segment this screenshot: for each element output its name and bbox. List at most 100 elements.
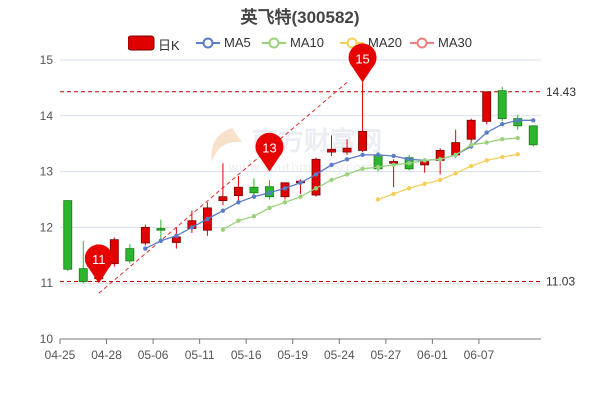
candle xyxy=(466,118,476,144)
ma-point xyxy=(236,218,241,223)
y-tick-label: 15 xyxy=(40,53,54,67)
candle-body xyxy=(218,196,228,202)
marker-pin: 15 xyxy=(348,43,377,83)
ma-point xyxy=(515,135,520,141)
ma-point xyxy=(313,186,319,191)
legend-swatch xyxy=(410,37,434,49)
x-tick-label: 05-19 xyxy=(277,348,308,362)
marker-pin: 13 xyxy=(255,132,284,172)
ma-point xyxy=(500,121,505,127)
y-tick-label: 12 xyxy=(40,220,54,234)
legend-swatch xyxy=(262,37,286,49)
ma-point xyxy=(468,163,474,169)
ma-point xyxy=(174,233,179,238)
ma-point xyxy=(267,205,272,211)
y-tick-label: 14 xyxy=(40,109,54,123)
reference-line-label: 14.43 xyxy=(546,85,576,99)
candle xyxy=(78,240,88,284)
ma-point xyxy=(313,172,319,177)
legend-label: 日K xyxy=(158,38,180,53)
grid-lines xyxy=(60,59,541,340)
ma-point xyxy=(360,166,365,172)
ma-point xyxy=(515,118,520,123)
candle-body xyxy=(125,248,135,262)
x-tick-label: 04-25 xyxy=(45,348,76,362)
candle xyxy=(327,135,336,156)
candle-body xyxy=(358,131,367,151)
candle-body xyxy=(528,125,538,146)
ma-point xyxy=(220,227,226,232)
legend-label: MA10 xyxy=(290,35,324,50)
ma-point xyxy=(437,177,443,183)
ma-point xyxy=(189,225,195,230)
candle xyxy=(482,91,492,125)
ma-series-ma20 xyxy=(375,152,520,202)
x-tick-label: 05-11 xyxy=(185,348,215,362)
ma-point xyxy=(406,157,412,162)
ma-point xyxy=(500,154,505,160)
ma-point xyxy=(484,140,489,145)
ma-point xyxy=(344,172,350,177)
marker-label: 13 xyxy=(262,141,276,156)
candle xyxy=(280,182,290,200)
ma-point xyxy=(282,200,288,205)
ma-line xyxy=(377,153,518,201)
candle-body xyxy=(327,148,336,153)
watermark-logo-icon xyxy=(211,128,242,162)
candle xyxy=(249,178,259,197)
candle xyxy=(171,227,181,249)
reference-line-label: 11.03 xyxy=(546,275,575,289)
ma-point xyxy=(453,152,458,158)
candle xyxy=(140,224,150,246)
ma-point xyxy=(437,157,443,162)
candle-body xyxy=(482,91,492,122)
ma-point xyxy=(205,216,210,222)
x-tick-label: 05-06 xyxy=(138,348,169,362)
candle-body xyxy=(140,226,150,244)
candle-body xyxy=(466,119,476,140)
y-tick-label: 11 xyxy=(41,276,54,290)
candle-body xyxy=(156,228,166,231)
candle xyxy=(218,163,228,206)
chart-legend: 日K MA5 MA10 MA20 MA30 xyxy=(0,33,600,53)
ma-point xyxy=(158,238,164,243)
marker-label: 11 xyxy=(92,252,106,267)
chart-title: 英飞特(300582) xyxy=(240,8,360,27)
ma-point xyxy=(344,157,350,162)
ma-point xyxy=(468,142,474,148)
ma-line xyxy=(222,137,518,231)
ma-point xyxy=(515,152,520,157)
candle xyxy=(528,125,538,147)
ma-point xyxy=(329,177,334,183)
candle xyxy=(234,176,243,201)
x-tick-label: 06-01 xyxy=(417,348,448,362)
ma-point xyxy=(531,118,536,123)
ma-point xyxy=(453,171,458,176)
ma-point xyxy=(391,191,396,197)
marker-pin-shape xyxy=(84,244,113,284)
ma-point xyxy=(298,180,303,185)
ma-point xyxy=(298,194,303,199)
ma-point xyxy=(484,130,489,135)
y-tick-label: 13 xyxy=(40,165,54,179)
candle xyxy=(63,200,73,271)
candle xyxy=(265,179,274,200)
candle xyxy=(311,157,321,197)
ma-point xyxy=(406,186,412,191)
candle xyxy=(358,82,367,153)
y-tick-label: 10 xyxy=(40,332,54,346)
ma-point xyxy=(251,214,257,219)
candle-body xyxy=(234,186,243,196)
watermark-subtext: www.southmoney.com xyxy=(228,161,374,176)
candle-body xyxy=(63,200,73,270)
ma-series-ma10 xyxy=(220,135,520,232)
candle-body xyxy=(497,90,507,119)
ma-point xyxy=(329,162,334,168)
ma-point xyxy=(500,137,505,142)
candle xyxy=(497,86,507,122)
x-tick-label: 06-07 xyxy=(464,348,495,362)
ma-point xyxy=(375,164,381,170)
x-tick-label: 05-27 xyxy=(370,348,401,362)
